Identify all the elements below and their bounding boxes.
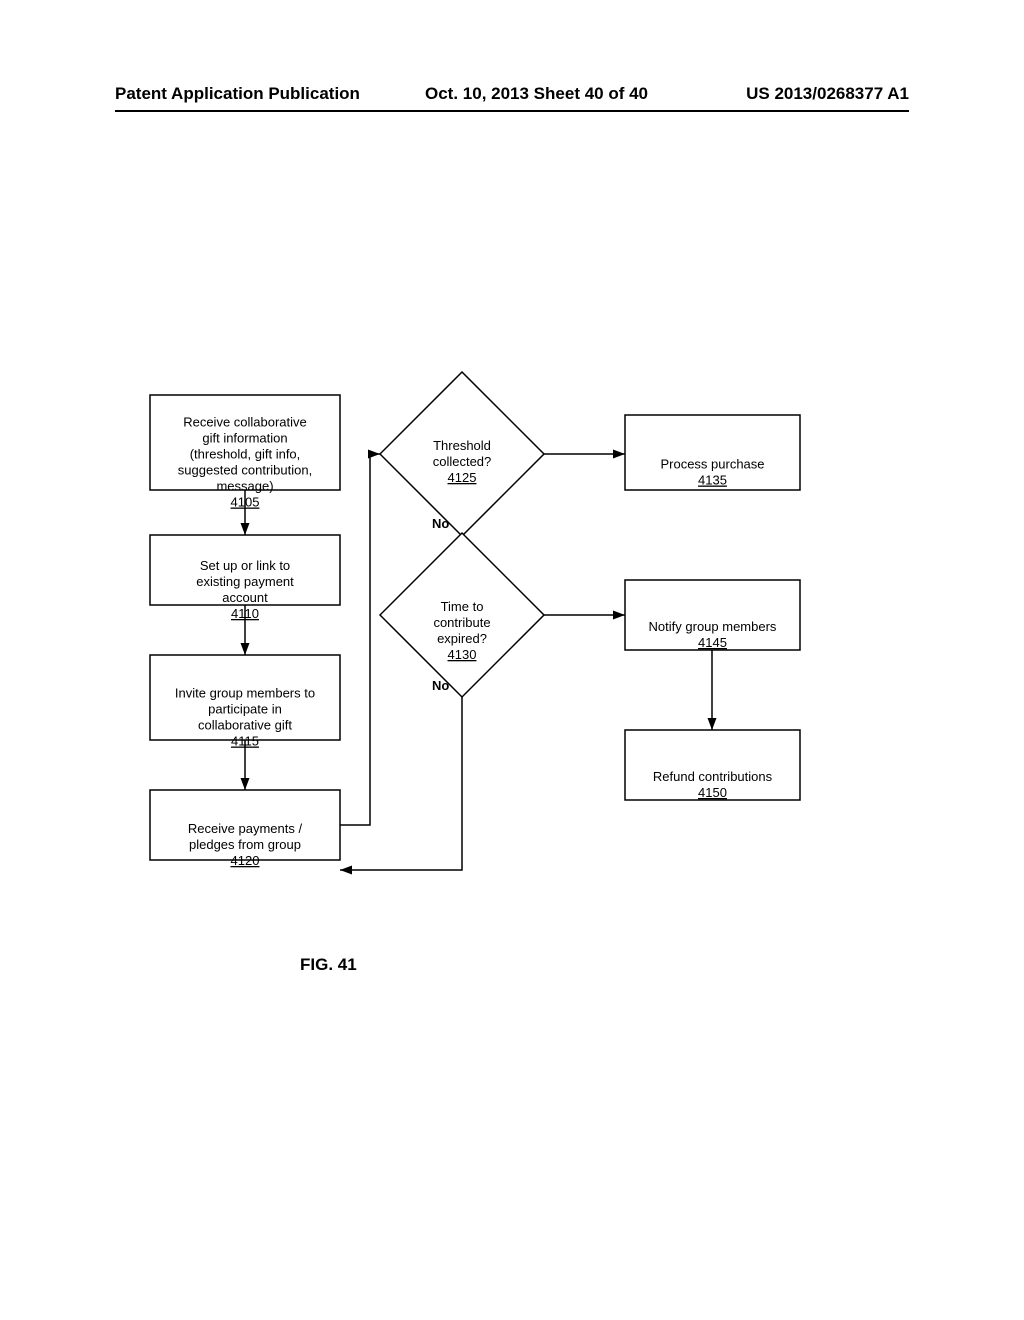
flow-edge [340, 454, 380, 825]
node-text: Receive payments /pledges from group4120 [188, 821, 303, 868]
figure-label: FIG. 41 [300, 955, 357, 975]
page: Patent Application Publication Oct. 10, … [0, 0, 1024, 1320]
node-text: Receive collaborativegift information(th… [178, 415, 312, 510]
flow-edge [340, 697, 462, 870]
flowchart-svg: NoNoReceive collaborativegift informatio… [0, 0, 1024, 1320]
